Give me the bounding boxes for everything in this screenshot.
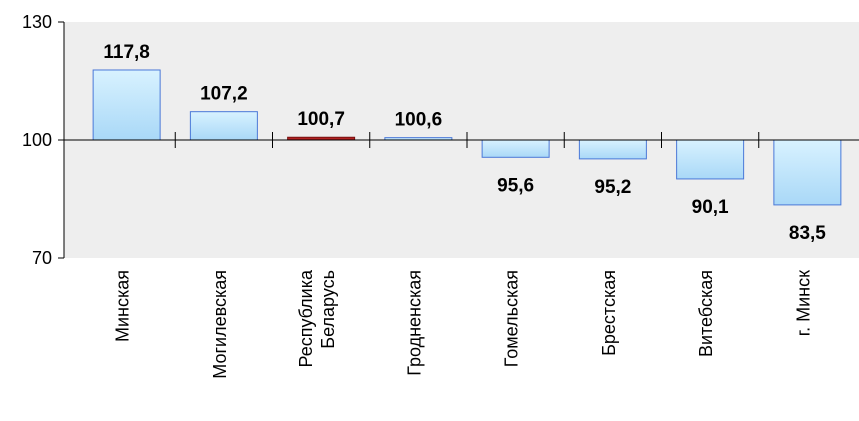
category-label-line: Гродненская [404, 270, 424, 376]
data-label-7: 90,1 [692, 197, 729, 218]
bar-2 [189, 111, 258, 141]
data-label-5: 95,6 [497, 175, 534, 196]
bar-6 [578, 139, 647, 160]
bar-7 [676, 139, 745, 180]
category-label-2: Могилевская [210, 270, 230, 379]
data-label-3: 100,7 [297, 109, 345, 130]
category-label-4: Гродненская [404, 270, 424, 376]
category-label-line: Гомельская [502, 270, 522, 367]
data-label-6: 95,2 [594, 177, 631, 198]
data-label-1: 117,8 [103, 42, 150, 63]
y-tick-label: 100 [22, 130, 52, 150]
category-label-line: Брестская [599, 270, 619, 356]
data-label-8: 83,5 [789, 223, 826, 244]
category-label-1: Минская [113, 270, 133, 342]
category-label-8: г. Минск [793, 270, 813, 336]
data-label-2: 107,2 [200, 84, 248, 105]
category-label-line: Республика [296, 269, 316, 368]
category-label-line: Минская [113, 270, 133, 342]
category-label-line: г. Минск [793, 270, 813, 336]
bar-8 [773, 139, 842, 206]
y-tick-label: 130 [22, 12, 52, 32]
y-tick-label: 70 [32, 248, 52, 268]
bar-1 [92, 69, 161, 141]
category-label-3: Республика Беларусь [296, 269, 338, 368]
category-label-line: Витебская [696, 270, 716, 357]
bar-5 [481, 139, 550, 158]
category-label-7: Витебская [696, 270, 716, 357]
category-label-5: Гомельская [502, 270, 522, 367]
category-label-line: Беларусь [318, 270, 338, 349]
data-label-4: 100,6 [395, 110, 443, 131]
category-label-6: Брестская [599, 270, 619, 356]
category-label-line: Могилевская [210, 270, 230, 379]
